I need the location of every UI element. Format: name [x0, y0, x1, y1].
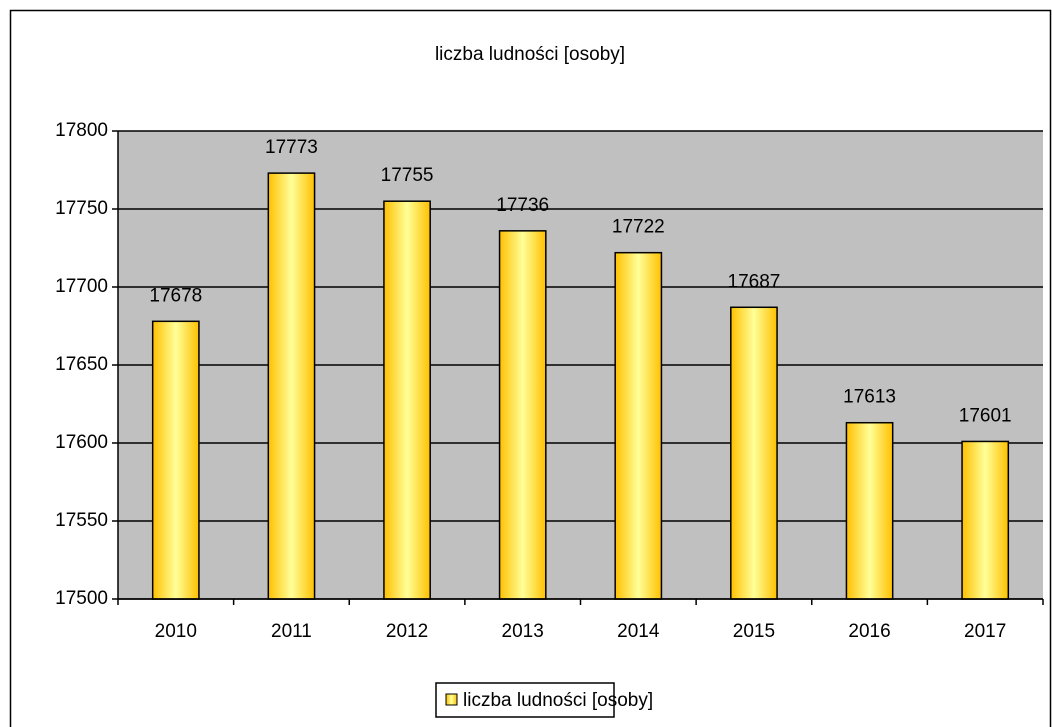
bar [267, 172, 316, 600]
x-tick-label: 2012 [386, 621, 428, 642]
bar [614, 251, 663, 600]
x-tick-label: 2010 [155, 621, 197, 642]
data-label: 17755 [381, 165, 434, 186]
y-tick-label: 17650 [55, 354, 108, 375]
x-tick-label: 2013 [502, 621, 544, 642]
legend-swatch [445, 693, 458, 706]
x-tick-label: 2017 [964, 621, 1006, 642]
y-tick-label: 17700 [55, 276, 108, 297]
x-tick-label: 2014 [617, 621, 660, 642]
data-label: 17613 [843, 387, 896, 408]
data-label: 17687 [728, 271, 781, 292]
y-tick-label: 17600 [55, 432, 108, 453]
bar [730, 306, 778, 600]
bar [498, 230, 547, 600]
y-tick-label: 17750 [55, 198, 108, 219]
bar [151, 320, 200, 600]
x-tick-label: 2011 [271, 621, 312, 642]
data-label: 17773 [265, 137, 318, 158]
y-tick-label: 17800 [55, 120, 108, 141]
x-tick-label: 2016 [848, 621, 890, 642]
bar [961, 440, 1010, 600]
y-tick-label: 17550 [55, 510, 108, 531]
bar [383, 200, 431, 600]
x-tick-label: 2015 [733, 621, 775, 642]
data-label: 17601 [959, 405, 1012, 426]
data-label: 17678 [149, 285, 202, 306]
y-tick-label: 17500 [55, 588, 108, 609]
legend-label: liczba ludności [osoby] [463, 690, 653, 711]
bar [845, 421, 894, 600]
legend-box [435, 682, 615, 718]
data-label: 17736 [496, 195, 549, 216]
data-label: 17722 [612, 217, 665, 238]
chart-title: liczba ludności [osoby] [435, 44, 625, 65]
